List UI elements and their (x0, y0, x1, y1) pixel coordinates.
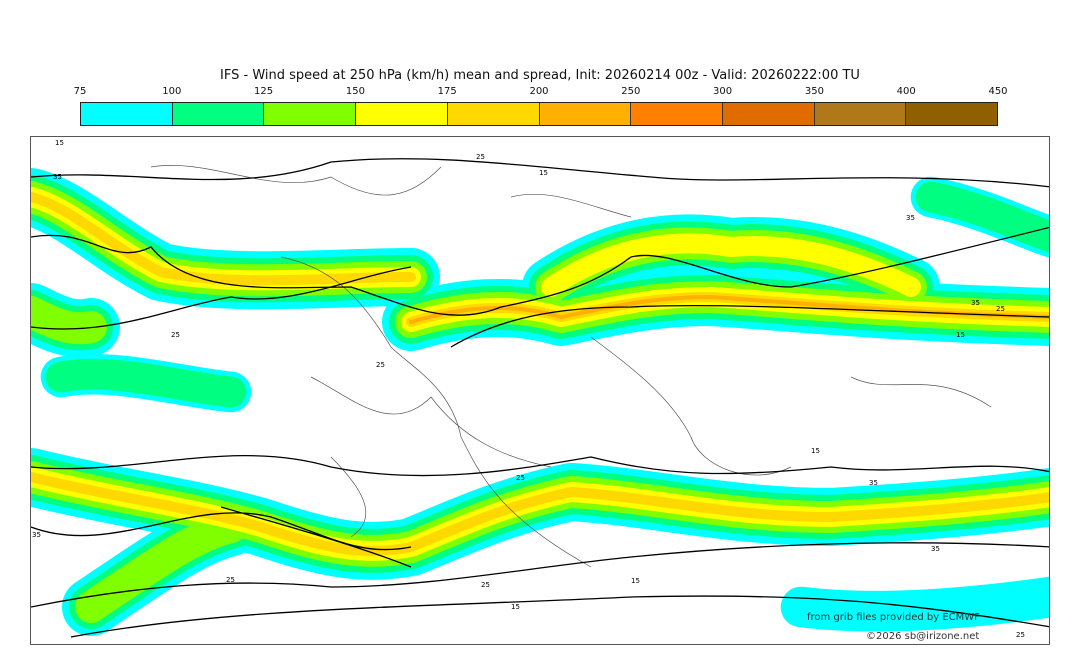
colorbar (80, 102, 998, 126)
colorbar-bin (539, 103, 632, 125)
contour-label: 35 (971, 299, 980, 307)
wind-speed-band (31, 296, 107, 345)
contour-label: 25 (226, 576, 235, 584)
colorbar-bin (264, 103, 357, 125)
colorbar-tick-label: 350 (804, 86, 824, 97)
colorbar-bin (722, 103, 815, 125)
colorbar-bin (356, 103, 448, 125)
contour-label: 25 (1016, 631, 1025, 639)
wind-speed-map: 15 35 25 15 25 35 35 25 15 25 15 35 25 35 25 15 25 35 15 25… (30, 136, 1050, 645)
coastlines (150, 165, 992, 568)
colorbar-bin (447, 103, 540, 125)
colorbar-bin (81, 103, 173, 125)
colorbar-tick-label: 175 (437, 86, 457, 97)
colorbar-bin (906, 103, 998, 125)
contour-label: 25 (171, 331, 180, 339)
wind-speed-band (45, 358, 247, 408)
contour-label: 35 (906, 214, 915, 222)
contour-label: 35 (869, 479, 878, 487)
wind-speed-band (31, 192, 416, 286)
wind-speed-band (541, 233, 921, 297)
contour-label: 15 (55, 139, 64, 147)
wind-speed-band (31, 472, 1049, 556)
contour-label: 15 (631, 577, 640, 585)
colorbar-tick-label: 75 (73, 86, 87, 97)
contour-label: 15 (511, 603, 520, 611)
colorbar-bin (631, 103, 723, 125)
colorbar-ticks: 75 100 125 150 175 200 250 300 350 400 450 (74, 86, 1008, 100)
colorbar-tick-label: 450 (988, 86, 1008, 97)
wind-speed-band (31, 181, 427, 297)
colorbar-bin (172, 103, 265, 125)
contour-label: 15 (539, 169, 548, 177)
contour-label: 25 (996, 305, 1005, 313)
colorbar-tick-label: 300 (713, 86, 733, 97)
contour-label: 35 (53, 173, 62, 181)
copyright: ©2026 sb@irizone.net (866, 631, 980, 642)
contour-label: 25 (376, 361, 385, 369)
colorbar-tick-label: 200 (529, 86, 549, 97)
contour-label: 35 (931, 545, 940, 553)
colorbar-tick-label: 250 (621, 86, 641, 97)
contour-label: 25 (516, 474, 525, 482)
colorbar-tick-label: 150 (345, 86, 365, 97)
contour-label: 25 (481, 581, 490, 589)
colorbar-bin (814, 103, 907, 125)
contour-label: 15 (956, 331, 965, 339)
contour-label: 15 (811, 447, 820, 455)
contour-label: 35 (32, 531, 41, 539)
map-canvas: 15 35 25 15 25 35 35 25 15 25 15 35 25 35 25 15 25 35 15 25 (31, 139, 1049, 639)
contour-label: 25 (476, 153, 485, 161)
colorbar-tick-label: 100 (162, 86, 182, 97)
contours (31, 158, 1049, 638)
wind-speed-band (915, 181, 1049, 253)
colorbar-tick-label: 125 (254, 86, 274, 97)
colorbar-tick-label: 400 (896, 86, 916, 97)
chart-title: IFS - Wind speed at 250 hPa (km/h) mean … (220, 68, 860, 83)
source-credit: from grib files provided by ECMWF (807, 612, 980, 623)
